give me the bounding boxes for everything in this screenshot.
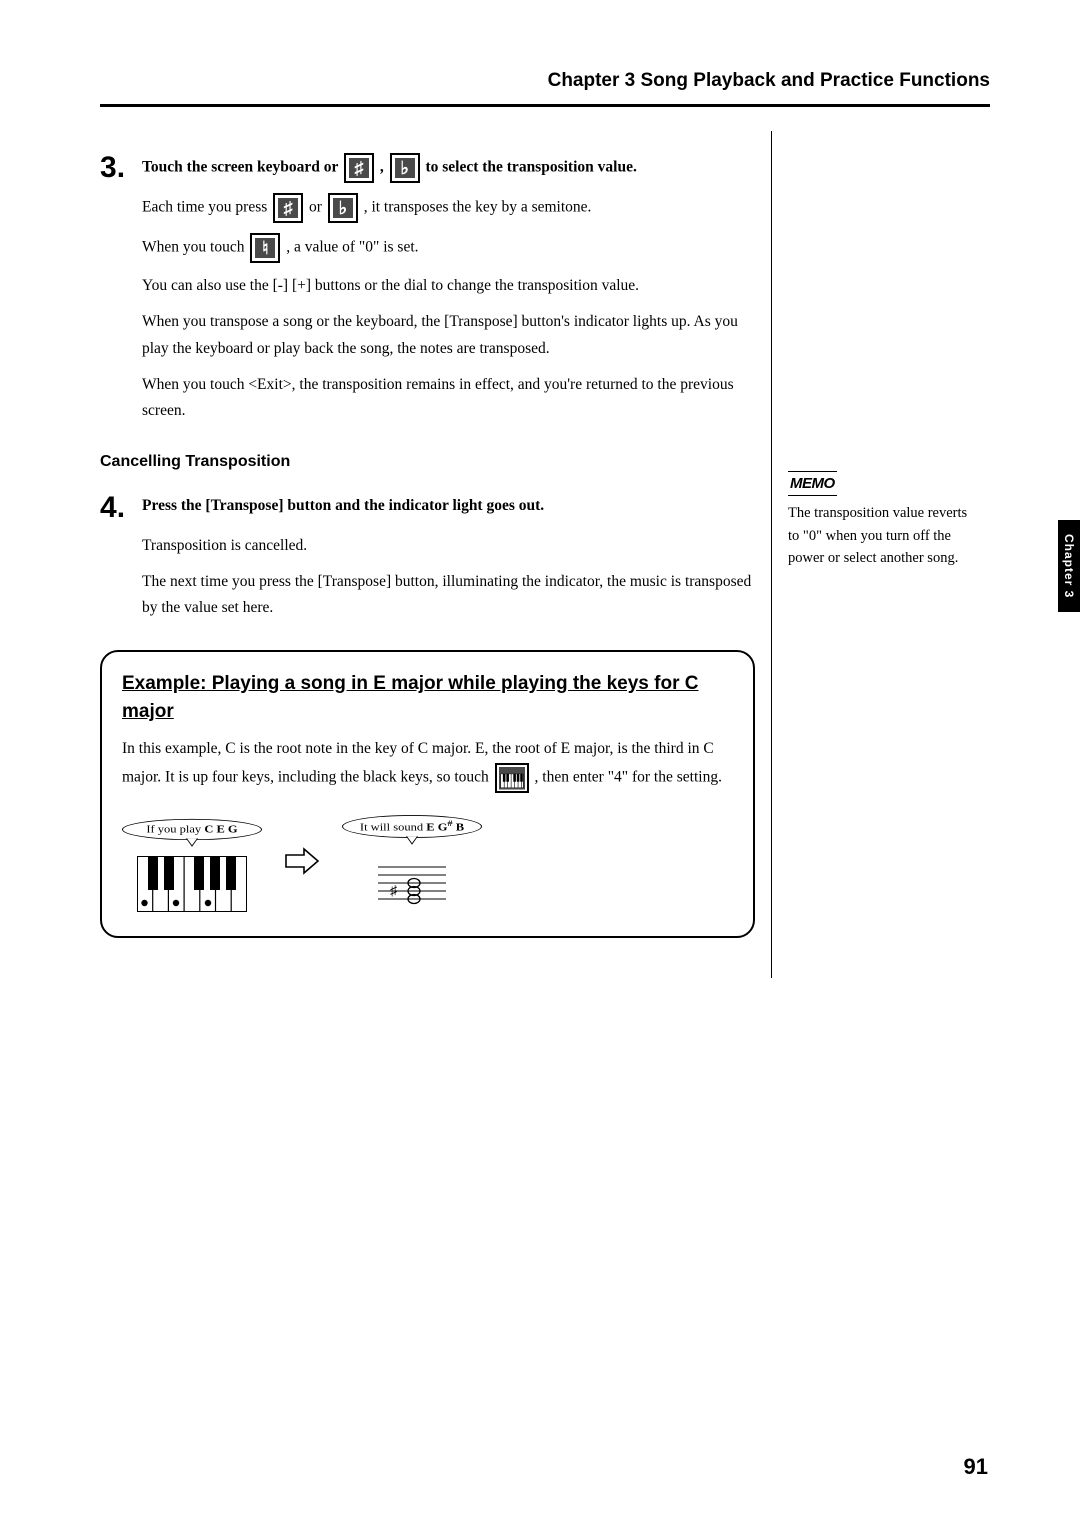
step3-lead-c: to select the transposition value. [425,159,636,176]
step-3: 3. Touch the screen keyboard or ♯ , ♭ to… [100,153,755,183]
step3-p2-b: , a value of "0" is set. [286,239,418,256]
flat-glyph: ♭ [392,155,418,181]
content-row: 3. Touch the screen keyboard or ♯ , ♭ to… [100,131,990,978]
svg-text:♯: ♯ [390,884,398,899]
step-body: Press the [Transpose] button and the ind… [142,493,755,519]
cancel-heading: Cancelling Transposition [100,453,755,471]
natural-icon: ♮ [250,233,280,263]
sharp-icon: ♯ [273,193,303,223]
bubble1-pre: If you play [146,823,204,835]
main-column: 3. Touch the screen keyboard or ♯ , ♭ to… [100,131,772,978]
step4-lead: Press the [Transpose] button and the ind… [142,497,544,514]
step4-p1: Transposition is cancelled. [142,533,755,559]
step3-p3: You can also use the [-] [+] buttons or … [142,273,755,299]
piano-keys-icon [137,856,247,912]
arrow-right-icon [284,846,320,883]
step-number-text: 3 [100,151,117,184]
step-body: Touch the screen keyboard or ♯ , ♭ to se… [142,153,755,183]
step-number: 4. [100,493,142,523]
step4-p2: The next time you press the [Transpose] … [142,569,755,622]
speech-bubble-sound: It will sound E G# B [342,815,482,838]
diagram-col-right: It will sound E G# B ♯ [342,813,482,915]
memo-text: The transposition value reverts to "0" w… [788,502,982,569]
step3-body-indent: Each time you press ♯ or ♭ , it transpos… [142,193,755,425]
keyboard-icon [495,763,529,793]
step3-p1-a: Each time you press [142,199,271,216]
bubble2-notes: E G# B [426,822,464,834]
bubble2-pre: It will sound [360,822,426,834]
memo-icon: MEMO [788,471,837,496]
step3-p2: When you touch ♮ , a value of "0" is set… [142,233,755,263]
step3-p5: When you touch <Exit>, the transposition… [142,372,755,425]
flat-icon: ♭ [328,193,358,223]
step3-lead-a: Touch the screen keyboard or [142,159,342,176]
example-body: In this example, C is the root note in t… [122,735,733,794]
sharp-glyph: ♯ [275,195,301,221]
example-box: Example: Playing a song in E major while… [100,650,755,938]
step3-p1: Each time you press ♯ or ♭ , it transpos… [142,193,755,223]
step-dot: . [117,151,125,184]
chapter-tab: Chapter 3 [1058,520,1080,612]
sharp-icon: ♯ [344,153,374,183]
example-title: Example: Playing a song in E major while… [122,670,733,727]
page-number: 91 [964,1454,988,1480]
step3-lead-b: , [380,159,388,176]
speech-bubble-play: If you play C E G [122,819,262,840]
diagram-row: If you play C E G [122,813,733,915]
music-staff-icon: ♯ [372,855,452,916]
step-number-text: 4 [100,491,117,524]
flat-glyph: ♭ [330,195,356,221]
example-body-b: , then enter "4" for the setting. [535,769,722,786]
natural-glyph: ♮ [252,235,278,261]
header-rule [100,104,990,107]
flat-icon: ♭ [390,153,420,183]
chapter-header: Chapter 3 Song Playback and Practice Fun… [100,70,990,100]
side-column: MEMO The transposition value reverts to … [772,131,982,978]
page: Chapter 3 Song Playback and Practice Fun… [0,0,1080,1038]
sharp-glyph: ♯ [346,155,372,181]
step-number: 3. [100,153,142,183]
step-dot: . [117,491,125,524]
step3-p2-a: When you touch [142,239,248,256]
bubble1-notes: C E G [204,823,237,835]
step4-body-indent: Transposition is cancelled. The next tim… [142,533,755,622]
step3-p1-b: or [309,199,326,216]
diagram-col-left: If you play C E G [122,817,262,912]
step3-p4: When you transpose a song or the keyboar… [142,309,755,362]
step-4: 4. Press the [Transpose] button and the … [100,493,755,523]
step3-p1-c: , it transposes the key by a semitone. [364,199,592,216]
